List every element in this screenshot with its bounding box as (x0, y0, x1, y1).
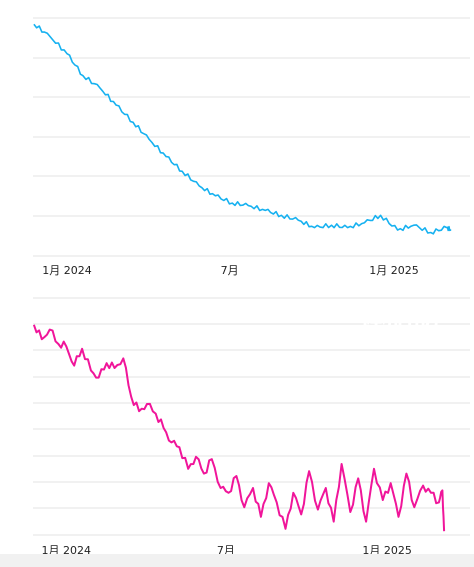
body-fat-x-tick-label: 7月 (217, 544, 235, 557)
weight-series-line (33, 23, 452, 235)
weight-x-tick-label: 1月 2024 (42, 264, 92, 277)
weight-chart: 1月 2024 7月 1月 2025 (33, 17, 470, 277)
body-fat-series-line (32, 324, 446, 532)
body-fat-chart: 1月 2024 7月 1月 2025 (32, 297, 470, 557)
body-fat-x-tick-label: 1月 2025 (362, 544, 412, 557)
weight-chart-panel: 1月 2024 7月 1月 2025 体重 (33, 17, 470, 277)
body-fat-chart-panel: 1月 2024 7月 1月 2025 体脂肪 (0, 288, 474, 567)
bottom-band (0, 554, 474, 567)
weight-x-tick-label: 1月 2025 (369, 264, 419, 277)
body-fat-title-badge: 体脂肪 (359, 303, 441, 333)
body-fat-x-tick-label: 1月 2024 (42, 544, 92, 557)
weight-title-badge: 体重 (374, 20, 429, 50)
weight-x-tick-label: 7月 (221, 264, 239, 277)
